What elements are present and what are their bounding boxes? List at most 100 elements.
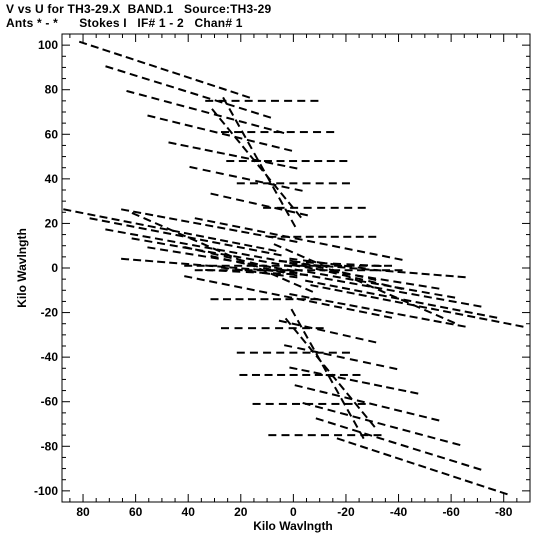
uv-point bbox=[281, 185, 290, 190]
uv-point bbox=[249, 154, 257, 163]
uv-point bbox=[277, 237, 286, 241]
uv-point bbox=[289, 257, 298, 261]
uv-point bbox=[181, 262, 190, 266]
uv-point bbox=[223, 255, 232, 260]
uv-point bbox=[301, 295, 310, 299]
uv-point bbox=[142, 235, 151, 239]
uv-point bbox=[447, 295, 456, 299]
uv-point bbox=[317, 328, 326, 332]
uv-point bbox=[209, 129, 218, 134]
uv-point bbox=[169, 217, 178, 221]
uv-point bbox=[148, 63, 158, 69]
uv-point bbox=[226, 116, 235, 121]
uv-point bbox=[226, 103, 235, 108]
uv-point bbox=[400, 443, 409, 449]
uv-point bbox=[439, 305, 449, 310]
uv-point bbox=[185, 252, 194, 256]
uv-point bbox=[338, 382, 345, 391]
uv-point bbox=[354, 276, 364, 281]
uv-point bbox=[441, 471, 450, 477]
uv-point bbox=[271, 261, 280, 266]
uv-point bbox=[457, 324, 466, 328]
uv-point bbox=[202, 95, 211, 100]
uv-point bbox=[449, 458, 458, 464]
uv-point bbox=[376, 363, 385, 368]
uv-point bbox=[249, 261, 259, 266]
uv-point bbox=[343, 264, 353, 268]
uv-point bbox=[283, 147, 293, 152]
uv-point bbox=[133, 258, 142, 262]
uv-point bbox=[197, 249, 206, 253]
y-tick-label: -80 bbox=[41, 439, 59, 453]
uv-point bbox=[296, 253, 305, 259]
uv-point bbox=[290, 308, 297, 317]
uv-point bbox=[137, 59, 146, 65]
uv-point bbox=[421, 272, 430, 276]
uv-point bbox=[333, 305, 343, 309]
uv-point bbox=[200, 242, 210, 248]
uv-point bbox=[233, 255, 242, 259]
uv-point bbox=[63, 208, 72, 212]
uv-point bbox=[221, 282, 230, 287]
uv-point bbox=[147, 114, 156, 119]
uv-point bbox=[431, 286, 440, 290]
uv-point bbox=[354, 278, 363, 284]
uv-point bbox=[235, 198, 245, 203]
uv-point bbox=[221, 132, 231, 137]
uv-point bbox=[445, 322, 454, 326]
uv-point bbox=[287, 201, 295, 209]
uv-point bbox=[423, 308, 433, 314]
uv-point bbox=[157, 260, 166, 264]
uv-point bbox=[479, 317, 488, 321]
uv-point bbox=[234, 136, 241, 144]
uv-point bbox=[183, 75, 192, 80]
uv-point bbox=[207, 219, 216, 224]
uv-point bbox=[238, 106, 247, 112]
uv-point bbox=[265, 161, 274, 165]
uv-point bbox=[334, 288, 343, 293]
uv-point bbox=[275, 273, 284, 277]
uv-point bbox=[328, 270, 337, 275]
uv-point bbox=[217, 226, 226, 230]
uv-point bbox=[308, 300, 318, 304]
uv-point bbox=[277, 163, 286, 168]
uv-point bbox=[192, 146, 201, 150]
uv-point bbox=[317, 282, 326, 286]
uv-point bbox=[241, 230, 250, 235]
uv-point bbox=[362, 360, 372, 365]
uv-point bbox=[228, 153, 238, 158]
uv-point bbox=[169, 261, 178, 265]
uv-point bbox=[250, 110, 260, 115]
uv-point bbox=[398, 388, 407, 393]
uv-point bbox=[337, 376, 346, 380]
uv-point bbox=[143, 217, 152, 223]
uv-point bbox=[226, 126, 234, 135]
uv-point bbox=[382, 298, 391, 302]
uv-point bbox=[272, 182, 279, 191]
uv-point bbox=[113, 221, 123, 226]
uv-point bbox=[442, 310, 452, 314]
uv-point bbox=[329, 331, 339, 335]
uv-point bbox=[345, 392, 353, 400]
uv-point bbox=[373, 268, 382, 272]
uv-point bbox=[330, 373, 338, 382]
uv-point bbox=[364, 418, 374, 423]
uv-point bbox=[294, 188, 303, 192]
uv-point bbox=[289, 259, 298, 264]
uv-point bbox=[163, 99, 172, 104]
uv-point bbox=[515, 324, 524, 328]
uv-point bbox=[125, 55, 134, 61]
uv-point bbox=[133, 210, 142, 214]
y-tick-label: 20 bbox=[45, 216, 59, 230]
uv-point bbox=[439, 438, 449, 443]
uv-point bbox=[197, 254, 207, 258]
uv-point bbox=[271, 144, 280, 149]
uv-point bbox=[157, 215, 166, 219]
uv-point bbox=[374, 286, 383, 290]
uv-point bbox=[358, 431, 365, 440]
uv-point bbox=[207, 250, 216, 255]
uv-point bbox=[319, 263, 328, 269]
uv-point bbox=[327, 408, 336, 413]
uv-point bbox=[218, 117, 226, 126]
